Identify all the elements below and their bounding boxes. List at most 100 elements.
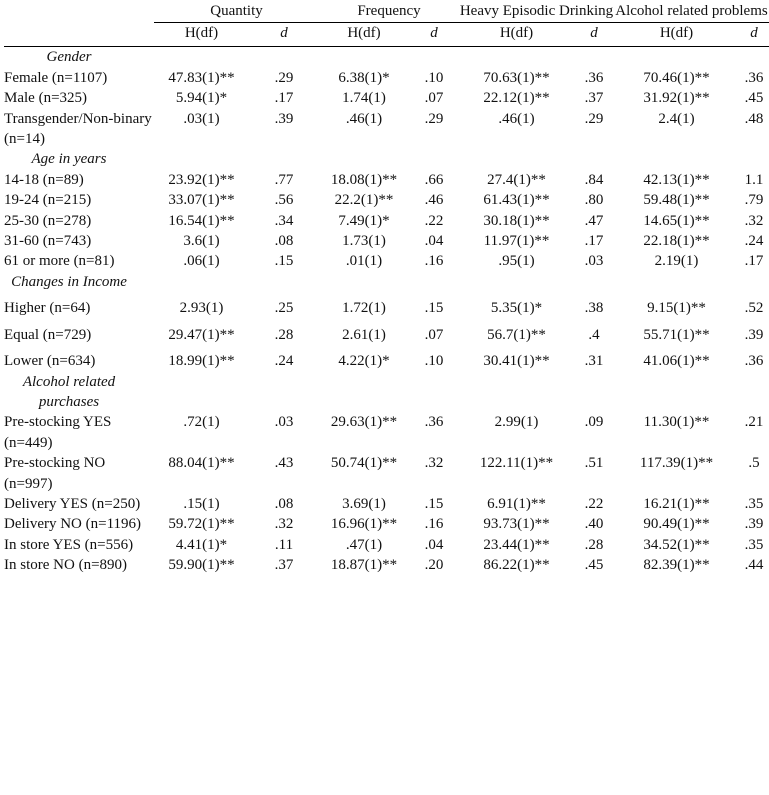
- cell: .46: [424, 192, 444, 209]
- cell: .25: [274, 300, 294, 317]
- data-row: 14-18 (n=89) 23.92(1)** .77 18.08(1)** .66 27…: [4, 170, 769, 190]
- cell: .01(1): [345, 253, 383, 270]
- section-row: Alcohol related purchases: [4, 372, 769, 413]
- data-row: Pre-stocking YES (n=449) .72(1) .03 29.63(1…: [4, 412, 769, 453]
- cell: 30.41(1)**: [483, 353, 550, 370]
- cell: .28: [584, 536, 604, 553]
- cell: .32: [274, 516, 294, 533]
- cell: 93.73(1)**: [483, 516, 550, 533]
- cell: 4.22(1)*: [338, 353, 390, 370]
- cell: 6.38(1)*: [338, 69, 390, 86]
- cell: .80: [584, 192, 604, 209]
- data-row: Lower (n=634) 18.99(1)** .24 4.22(1)* .10 30.…: [4, 345, 769, 371]
- cell: 30.18(1)**: [483, 212, 550, 229]
- cell: .39: [744, 326, 764, 343]
- row-label: Pre-stocking NO (n=997): [4, 455, 106, 492]
- cell: .39: [744, 516, 764, 533]
- sub-header: H(df): [459, 22, 574, 48]
- results-table: Quantity Frequency Heavy Episodic Drinking…: [4, 2, 769, 576]
- cell: 90.49(1)**: [643, 516, 710, 533]
- cell: .31: [584, 353, 604, 370]
- cell: .04: [424, 536, 444, 553]
- cell: .20: [424, 557, 444, 574]
- cell: .17: [274, 90, 294, 107]
- cell: 33.07(1)**: [168, 192, 235, 209]
- cell: 59.48(1)**: [643, 192, 710, 209]
- cell: .07: [424, 90, 444, 107]
- data-row: In store NO (n=890) 59.90(1)** .37 18.87(1)…: [4, 555, 769, 575]
- cell: 27.4(1)**: [487, 171, 546, 188]
- cell: 23.92(1)**: [168, 171, 235, 188]
- cell: .29: [584, 110, 604, 127]
- cell: .51: [584, 455, 604, 472]
- cell: .32: [744, 212, 764, 229]
- cell: .5: [748, 455, 760, 472]
- sub-header: d: [739, 22, 769, 48]
- cell: .72(1): [183, 414, 220, 431]
- cell: .03(1): [183, 110, 220, 127]
- data-row: Female (n=1107) 47.83(1)** .29 6.38(1)* .10 7…: [4, 68, 769, 88]
- cell: .09: [584, 414, 604, 431]
- cell: .24: [744, 233, 764, 250]
- cell: .29: [424, 110, 444, 127]
- cell: 22.12(1)**: [483, 90, 550, 107]
- data-row: Higher (n=64) 2.93(1) .25 1.72(1) .15 5.35(1)…: [4, 292, 769, 318]
- cell: 16.96(1)**: [330, 516, 398, 533]
- cell: .4: [588, 326, 600, 343]
- cell: 2.93(1): [179, 300, 224, 317]
- cell: .17: [744, 253, 764, 270]
- cell: 18.87(1)**: [330, 557, 398, 574]
- cell: 4.41(1)*: [175, 536, 228, 553]
- row-label: 61 or more (n=81): [4, 253, 115, 270]
- row-label: Delivery YES (n=250): [4, 495, 141, 512]
- cell: .35: [744, 536, 764, 553]
- cell: .36: [424, 414, 444, 431]
- cell: .79: [744, 192, 764, 209]
- cell: .03: [584, 253, 604, 270]
- section-title: Alcohol related purchases: [22, 373, 116, 410]
- sub-header: d: [409, 22, 459, 48]
- cell: 23.44(1)**: [483, 536, 550, 553]
- cell: 34.52(1)**: [643, 536, 710, 553]
- cell: .47(1): [345, 536, 383, 553]
- cell: 29.63(1)**: [330, 414, 398, 431]
- cell: 70.63(1)**: [483, 69, 550, 86]
- cell: .35: [744, 495, 764, 512]
- row-label: 19-24 (n=215): [4, 192, 92, 209]
- cell: .17: [584, 233, 604, 250]
- cell: 59.72(1)**: [168, 516, 235, 533]
- cell: 9.15(1)**: [647, 300, 706, 317]
- blank-cell: [4, 22, 154, 48]
- cell: .16: [424, 516, 444, 533]
- row-label: In store NO (n=890): [4, 557, 128, 574]
- cell: .24: [274, 353, 294, 370]
- section-title: Gender: [46, 49, 92, 66]
- cell: 6.91(1)**: [487, 495, 546, 512]
- sub-header: H(df): [154, 22, 249, 48]
- cell: .15: [424, 495, 444, 512]
- data-row: 31-60 (n=743) 3.6(1) .08 1.73(1) .04 11.97(1)…: [4, 231, 769, 251]
- cell: .40: [584, 516, 604, 533]
- cell: 16.21(1)**: [643, 495, 710, 512]
- cell: 5.94(1)*: [175, 90, 228, 107]
- cell: 3.6(1): [183, 233, 220, 250]
- section-row: Age in years: [4, 149, 769, 169]
- cell: 59.90(1)**: [168, 557, 235, 574]
- cell: .37: [274, 557, 294, 574]
- sub-header-row: H(df) d H(df) d H(df) d H(df) d: [4, 22, 769, 48]
- column-group-header: Heavy Episodic Drinking: [459, 2, 614, 23]
- cell: .84: [584, 171, 604, 188]
- cell: 22.2(1)**: [334, 192, 394, 209]
- cell: 1.74(1): [342, 90, 386, 107]
- cell: .15: [274, 253, 294, 270]
- cell: 70.46(1)**: [643, 69, 710, 86]
- cell: 2.4(1): [658, 110, 695, 127]
- cell: 18.99(1)**: [168, 353, 235, 370]
- row-label: Equal (n=729): [4, 326, 92, 343]
- cell: 2.19(1): [654, 253, 699, 270]
- cell: .11: [274, 536, 294, 553]
- cell: .46(1): [498, 110, 535, 127]
- cell: 122.11(1)**: [479, 455, 554, 472]
- cell: .22: [584, 495, 604, 512]
- cell: .77: [274, 171, 294, 188]
